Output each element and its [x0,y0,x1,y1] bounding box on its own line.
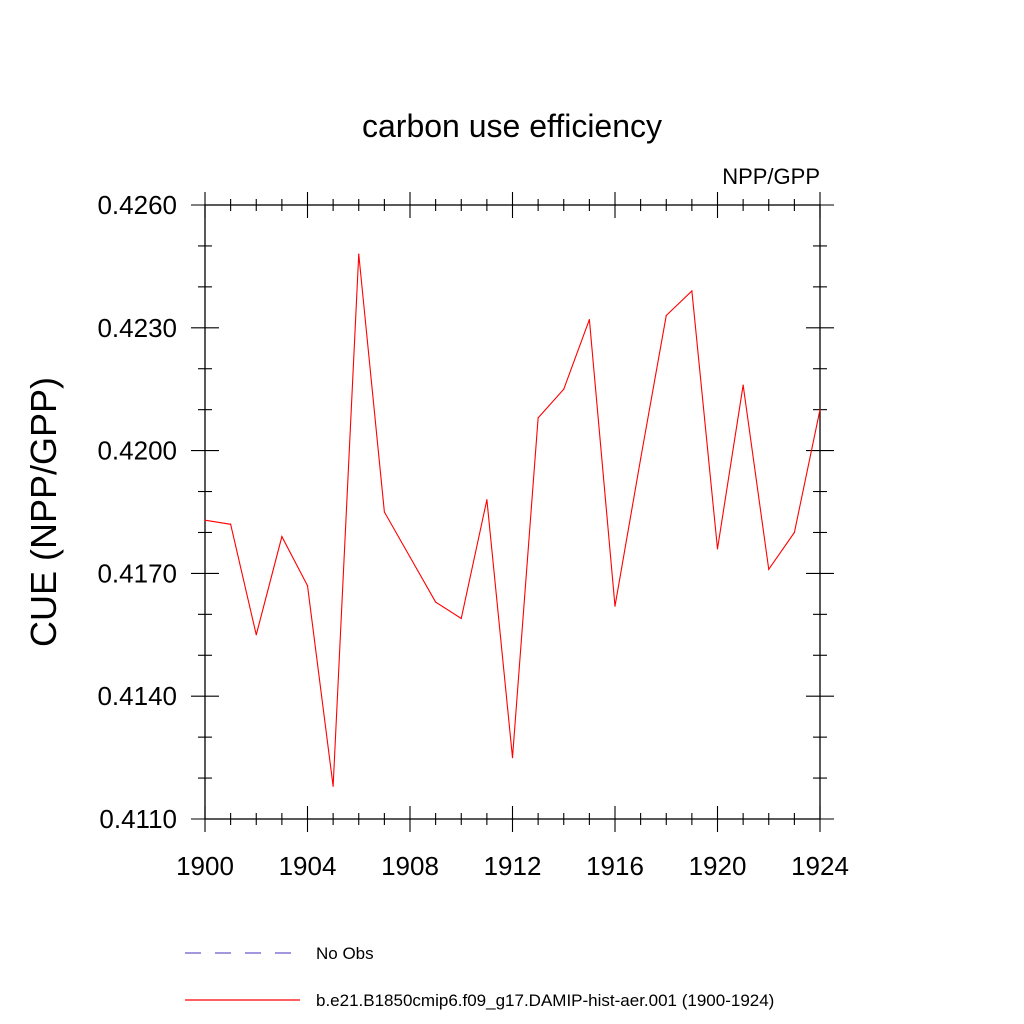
chart-right-string: NPP/GPP [722,164,820,189]
data-point [588,319,590,321]
x-axis: 1900 1904 1908 1912 1916 1920 1924 [176,192,849,881]
data-point [486,499,488,501]
data-point [409,556,411,558]
x-tick-label: 1908 [381,851,439,881]
x-tick-label: 1920 [689,851,747,881]
y-tick-label: 0.4140 [97,681,177,711]
data-point [204,519,206,521]
y-tick-label: 0.4200 [97,436,177,466]
legend-label-series: b.e21.B1850cmip6.f09_g17.DAMIP-hist-aer.… [316,991,774,1010]
data-point [691,290,693,292]
data-point [460,617,462,620]
plot-frame [204,204,821,820]
data-point [742,384,744,386]
series-layer [204,253,821,787]
y-axis-label: CUE (NPP/GPP) [23,377,64,647]
x-tick-label: 1912 [484,851,542,881]
data-point [332,785,334,787]
data-point [640,458,642,460]
data-point [383,511,385,513]
chart-title: carbon use efficiency [362,108,662,144]
y-tick-label: 0.4260 [97,190,177,220]
data-point [511,757,514,759]
data-point [230,523,232,525]
x-tick-label: 1904 [279,851,337,881]
legend-label-no-obs: No Obs [316,944,374,963]
data-point [435,601,437,603]
data-point [358,253,360,255]
data-point [716,548,719,550]
data-point [281,535,283,538]
y-tick-label: 0.4170 [97,558,177,588]
data-point [614,605,616,607]
y-axis: 0.4110 0.4140 0.4170 0.4200 0.4230 0.4260 [97,190,834,834]
data-point [819,409,821,411]
legend: No Obs b.e21.B1850cmip6.f09_g17.DAMIP-hi… [185,944,774,1010]
x-tick-label: 1900 [176,851,234,881]
y-tick-label: 0.4230 [97,313,177,343]
data-point [563,388,565,390]
series-line [204,254,821,787]
x-tick-label: 1916 [586,851,644,881]
x-tick-label: 1924 [791,851,849,881]
data-point [255,634,257,636]
data-point [768,568,770,570]
y-tick-label: 0.4110 [99,804,177,834]
data-point [793,531,795,534]
data-point [537,417,539,419]
data-point [306,585,309,587]
data-point [665,314,667,317]
